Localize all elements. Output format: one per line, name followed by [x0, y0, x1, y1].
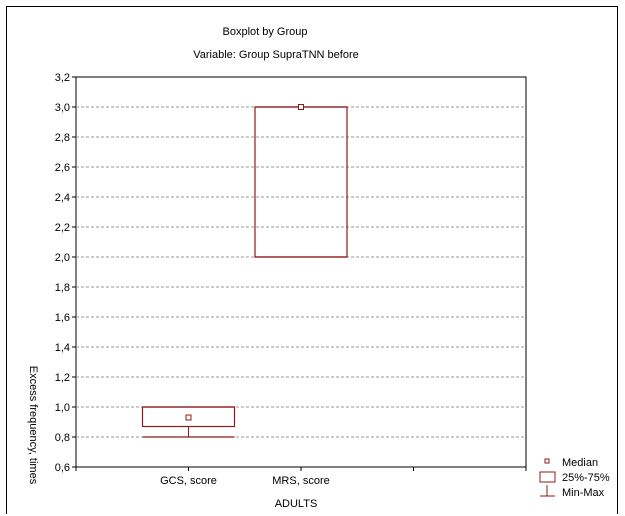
median-marker [298, 104, 304, 110]
box-iqr [254, 106, 348, 258]
y-tick-label: 2,2 [55, 222, 70, 234]
legend-minmax-label: Min-Max [562, 487, 605, 499]
legend-box-marker [539, 471, 556, 483]
chart-subtitle: Variable: Group SupraTNN before [193, 49, 359, 61]
y-tick-label: 2,8 [55, 132, 70, 144]
y-tick-label: 1,2 [55, 372, 70, 384]
y-tick-label: 0,6 [55, 462, 70, 474]
y-tick-label: 1,4 [55, 342, 70, 354]
legend-box-label: 25%-75% [562, 472, 610, 484]
chart-title: Boxplot by Group [223, 26, 308, 38]
median-marker [185, 414, 192, 421]
x-axis: GCS, score MRS, score [75, 467, 527, 487]
boxes [141, 104, 348, 438]
y-axis-label: Excess frequency, times [27, 366, 39, 485]
y-tick-label: 3,2 [55, 72, 70, 84]
y-tick-label: 1,8 [55, 282, 70, 294]
legend-minmax-marker [540, 485, 555, 497]
y-tick-label: 2,6 [55, 162, 70, 174]
y-tick-label: 2,0 [55, 252, 70, 264]
y-tick-label: 1,6 [55, 312, 70, 324]
y-axis: 0,6 0,8 1,0 1,2 1,4 1,6 1,8 2,0 2,2 2,4 2,6 2,8 3,0 3… [55, 72, 76, 474]
y-tick-label: 1,0 [55, 402, 70, 414]
y-tick-label: 3,0 [55, 102, 70, 114]
box-0 [141, 406, 236, 438]
grid-lines [76, 106, 526, 438]
legend: Median 25%-75% Min-Max [539, 457, 610, 499]
y-tick-label: 2,4 [55, 192, 70, 204]
x-axis-label: ADULTS [275, 498, 318, 510]
legend-median-marker [544, 458, 550, 464]
box-1 [254, 104, 348, 258]
x-tick-label: GCS, score [160, 475, 217, 487]
box-iqr [141, 406, 236, 428]
chart-frame [6, 6, 618, 514]
plot-area [75, 76, 527, 468]
y-tick-label: 0,8 [55, 432, 70, 444]
legend-median-label: Median [562, 457, 598, 469]
x-tick-label: MRS, score [272, 475, 329, 487]
